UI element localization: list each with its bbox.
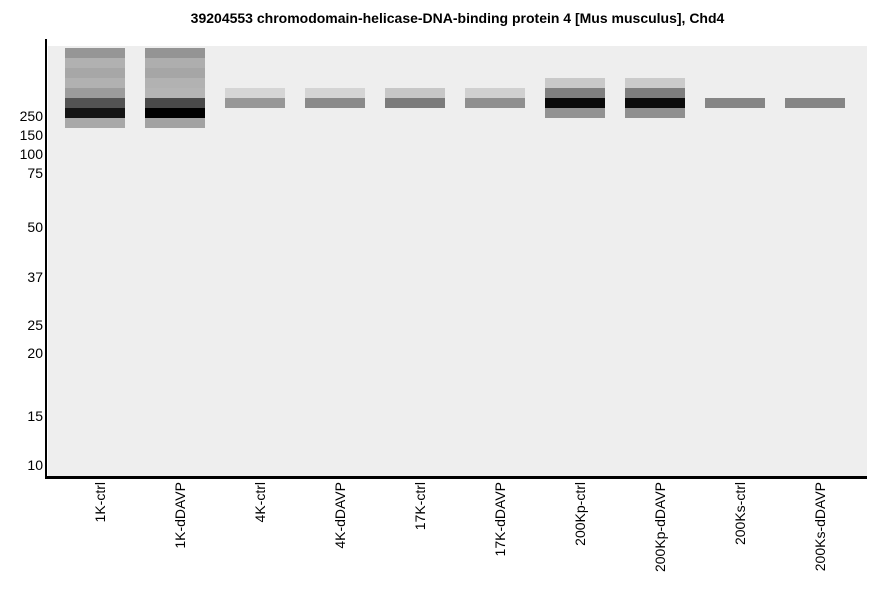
y-tick-label: 150 bbox=[19, 127, 43, 143]
gel-band bbox=[65, 108, 125, 118]
x-axis-lane-label: 17K-ctrl bbox=[412, 482, 428, 531]
y-tick-label: 37 bbox=[27, 269, 43, 285]
y-tick-label: 20 bbox=[27, 345, 43, 361]
gel-band bbox=[545, 78, 605, 88]
y-tick-label: 25 bbox=[27, 317, 43, 333]
gel-band bbox=[305, 98, 365, 108]
gel-band bbox=[225, 88, 285, 98]
gel-band bbox=[625, 78, 685, 88]
gel-band bbox=[65, 68, 125, 78]
gel-band bbox=[65, 48, 125, 58]
x-axis-lane-label: 4K-dDAVP bbox=[332, 482, 348, 549]
gel-band bbox=[145, 68, 205, 78]
gel-band bbox=[145, 118, 205, 128]
gel-band bbox=[305, 88, 365, 98]
x-axis-lane-label: 200Ks-dDAVP bbox=[812, 482, 828, 572]
gel-band bbox=[225, 98, 285, 108]
x-axis-lane-label: 4K-ctrl bbox=[252, 482, 268, 523]
y-tick-label: 15 bbox=[27, 408, 43, 424]
gel-band bbox=[625, 108, 685, 118]
gel-band bbox=[785, 98, 845, 108]
x-axis-lane-label: 200Kp-dDAVP bbox=[652, 482, 668, 573]
y-tick-label: 250 bbox=[19, 108, 43, 124]
gel-band bbox=[145, 58, 205, 68]
gel-band bbox=[465, 88, 525, 98]
gel-band bbox=[65, 58, 125, 68]
gel-band bbox=[385, 88, 445, 98]
gel-band bbox=[65, 118, 125, 128]
x-axis-lane-label: 200Ks-ctrl bbox=[732, 482, 748, 546]
y-tick-label: 100 bbox=[19, 146, 43, 162]
gel-band bbox=[145, 48, 205, 58]
gel-band bbox=[545, 88, 605, 98]
y-axis-line bbox=[45, 39, 47, 479]
gel-band bbox=[65, 98, 125, 108]
x-axis-lane-label: 1K-ctrl bbox=[92, 482, 108, 523]
gel-band bbox=[145, 108, 205, 118]
x-axis-lane-label: 200Kp-ctrl bbox=[572, 482, 588, 546]
x-axis-lane-label: 1K-dDAVP bbox=[172, 482, 188, 549]
x-axis-line bbox=[45, 476, 867, 479]
gel-band bbox=[385, 98, 445, 108]
gel-band bbox=[545, 108, 605, 118]
gel-band bbox=[145, 98, 205, 108]
gel-band bbox=[705, 98, 765, 108]
y-tick-label: 10 bbox=[27, 457, 43, 473]
y-tick-label: 75 bbox=[27, 165, 43, 181]
gel-band bbox=[465, 98, 525, 108]
gel-band bbox=[145, 78, 205, 88]
gel-band bbox=[65, 78, 125, 88]
figure-title: 39204553 chromodomain-helicase-DNA-bindi… bbox=[190, 10, 725, 26]
gel-band bbox=[625, 98, 685, 108]
gel-band bbox=[625, 88, 685, 98]
y-tick-label: 50 bbox=[27, 219, 43, 235]
gel-band bbox=[545, 98, 605, 108]
gel-band bbox=[145, 88, 205, 98]
x-axis-lane-label: 17K-dDAVP bbox=[492, 482, 508, 557]
gel-band bbox=[65, 88, 125, 98]
